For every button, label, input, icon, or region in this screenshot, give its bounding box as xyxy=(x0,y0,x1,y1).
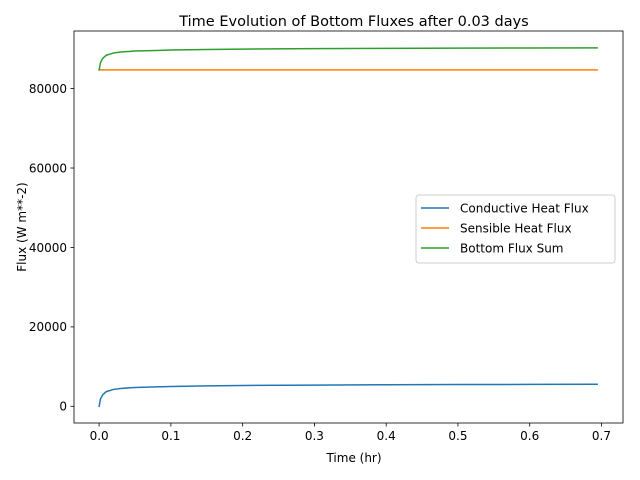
x-axis: 0.0 0.1 0.2 0.3 0.4 0.5 0.6 0.7 xyxy=(90,423,611,443)
x-tick-label: 0.5 xyxy=(448,429,467,443)
y-tick-label: 80000 xyxy=(29,82,67,96)
series-line-2 xyxy=(98,47,598,71)
x-tick-label: 0.0 xyxy=(90,429,109,443)
legend-label-1: Sensible Heat Flux xyxy=(460,221,572,235)
x-tick-label: 0.3 xyxy=(305,429,324,443)
x-tick-label: 0.6 xyxy=(520,429,539,443)
legend: Conductive Heat Flux Sensible Heat Flux Bo… xyxy=(415,194,616,264)
x-tick-label: 0.7 xyxy=(592,429,611,443)
y-tick-label: 0 xyxy=(59,400,67,414)
legend-box xyxy=(415,194,616,264)
plot-frame xyxy=(73,30,624,424)
y-tick-label: 40000 xyxy=(29,241,67,255)
series-line-0 xyxy=(98,383,598,408)
x-tick-label: 0.2 xyxy=(233,429,252,443)
x-tick-label: 0.4 xyxy=(377,429,396,443)
plot-area xyxy=(98,47,598,408)
y-tick-label: 20000 xyxy=(29,320,67,334)
x-axis-label: Time (hr) xyxy=(325,451,381,465)
y-tick-label: 60000 xyxy=(29,161,67,175)
legend-label-2: Bottom Flux Sum xyxy=(460,241,564,255)
x-tick-label: 0.1 xyxy=(161,429,180,443)
y-axis-label: Flux (W m**-2) xyxy=(15,182,29,271)
legend-label-0: Conductive Heat Flux xyxy=(460,201,589,215)
y-axis: 0 20000 40000 60000 80000 xyxy=(29,82,74,414)
chart-title: Time Evolution of Bottom Fluxes after 0.… xyxy=(178,14,529,30)
